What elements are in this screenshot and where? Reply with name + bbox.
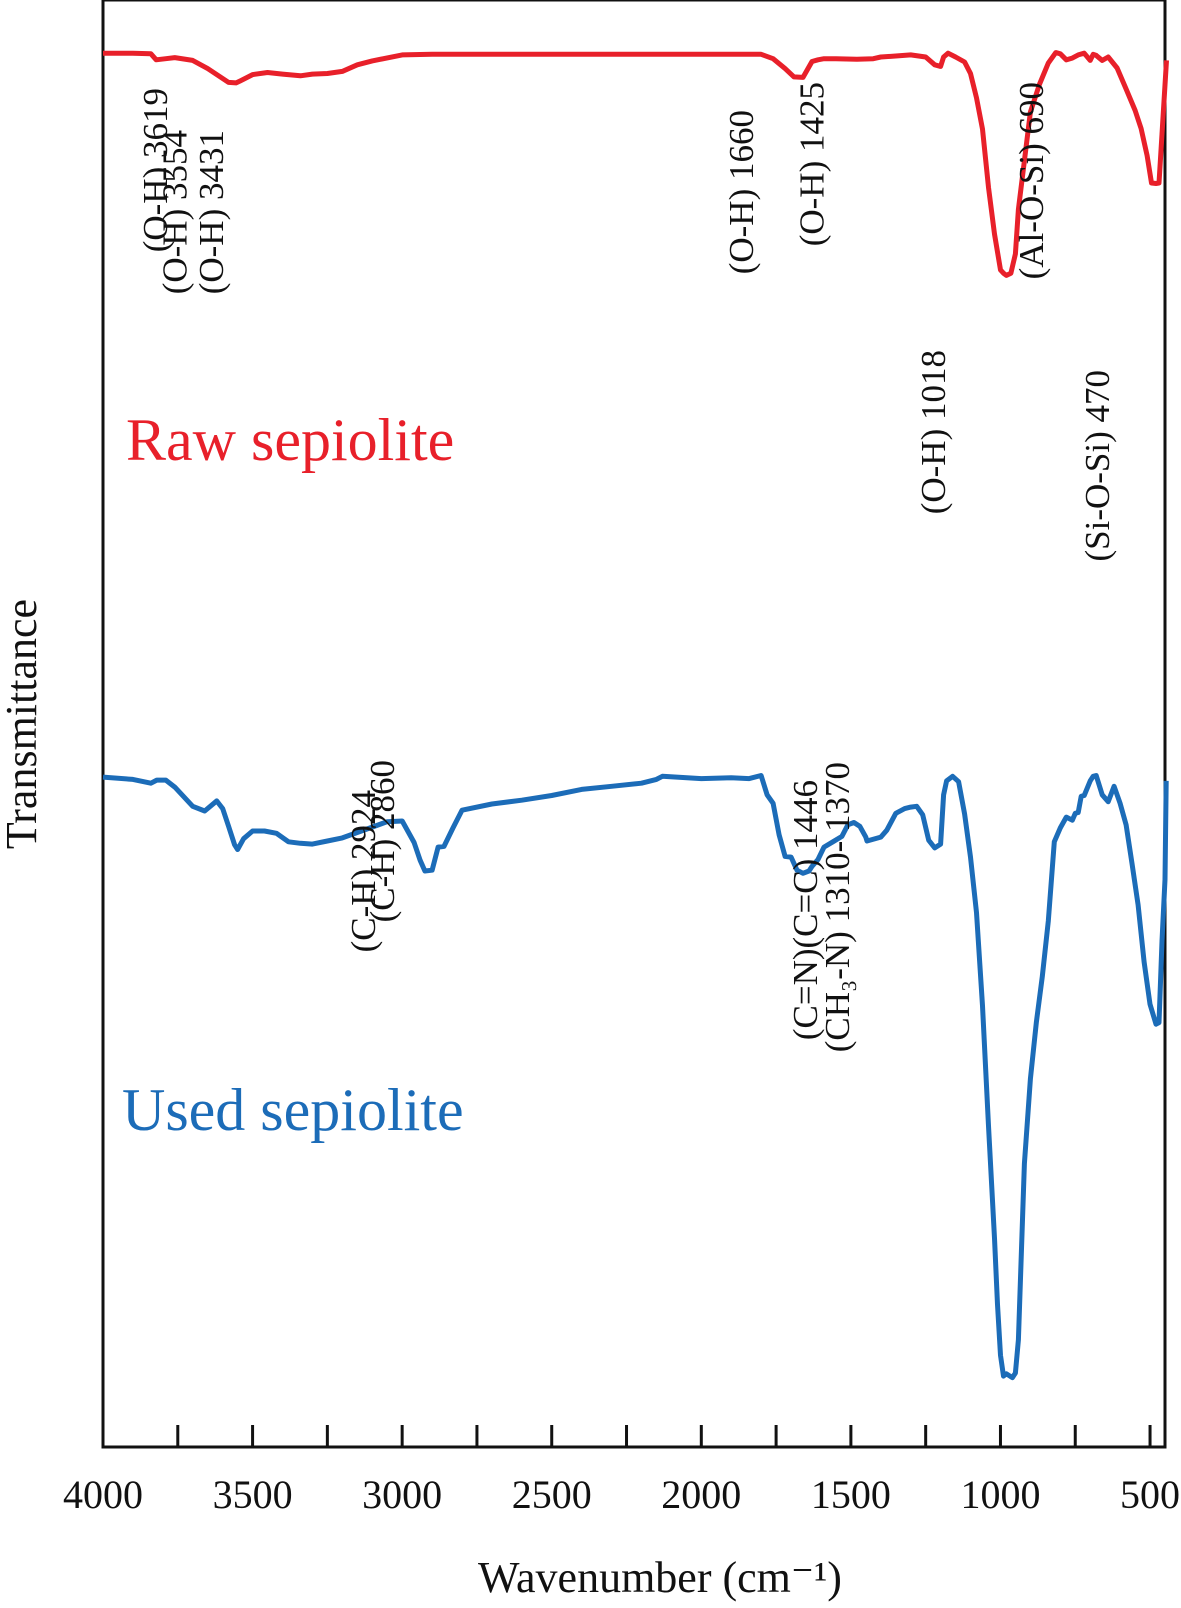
- plot-frame: [101, 0, 1167, 1449]
- peak-annotation: (C-H) 2860: [363, 760, 402, 922]
- x-tick-label: 2500: [512, 1472, 592, 1517]
- series-label: Raw sepiolite: [126, 407, 454, 473]
- peak-annotation: (CH₃-N) 1310- 1370: [818, 762, 857, 1052]
- peak-annotation: (O-H) 1018: [914, 350, 953, 514]
- series-labels: Raw sepiolite Used sepiolite: [122, 407, 464, 1143]
- peak-annotation: (O-H) 1660: [722, 110, 761, 274]
- x-tick-label: 3000: [362, 1472, 442, 1517]
- peak-annotation: (Al-O-Si) 690: [1012, 82, 1051, 279]
- series-line: [103, 50, 1169, 278]
- peak-annotation: (O-H) 3431: [192, 130, 231, 294]
- peak-annotations: (O-H) 3619(O-H) 3554(O-H) 3431 (O-H) 1660…: [136, 82, 1117, 1052]
- peak-annotation: (O-H) 3554: [155, 130, 194, 294]
- peak-annotation: (O-H) 1425: [792, 82, 831, 246]
- peak-annotation: (C-H) 2924: [344, 790, 383, 952]
- series-label: Used sepiolite: [122, 1077, 464, 1143]
- y-axis-title: Transmittance: [0, 599, 46, 849]
- series-lines: [102, 50, 1169, 1381]
- x-axis-ticks: [101, 1425, 1152, 1447]
- peak-annotation: (O-H) 3619: [136, 88, 175, 252]
- x-tick-label: 3500: [213, 1472, 293, 1517]
- x-tick-label: 1500: [811, 1472, 891, 1517]
- x-tick-label: 500: [1120, 1472, 1180, 1517]
- x-tick-label: 1000: [960, 1472, 1040, 1517]
- x-axis-title: Wavenumber (cm⁻¹): [478, 1553, 842, 1602]
- peak-annotation: (Si-O-Si) 470: [1078, 370, 1117, 562]
- x-tick-label: 2000: [661, 1472, 741, 1517]
- x-tick-label: 4000: [63, 1472, 143, 1517]
- series-line: [102, 773, 1169, 1381]
- x-axis-tick-labels: 4000 3500 3000 2500 2000 1500 1000 500: [63, 1472, 1180, 1517]
- peak-annotation: (C=N)(C=C) 1446: [786, 780, 825, 1040]
